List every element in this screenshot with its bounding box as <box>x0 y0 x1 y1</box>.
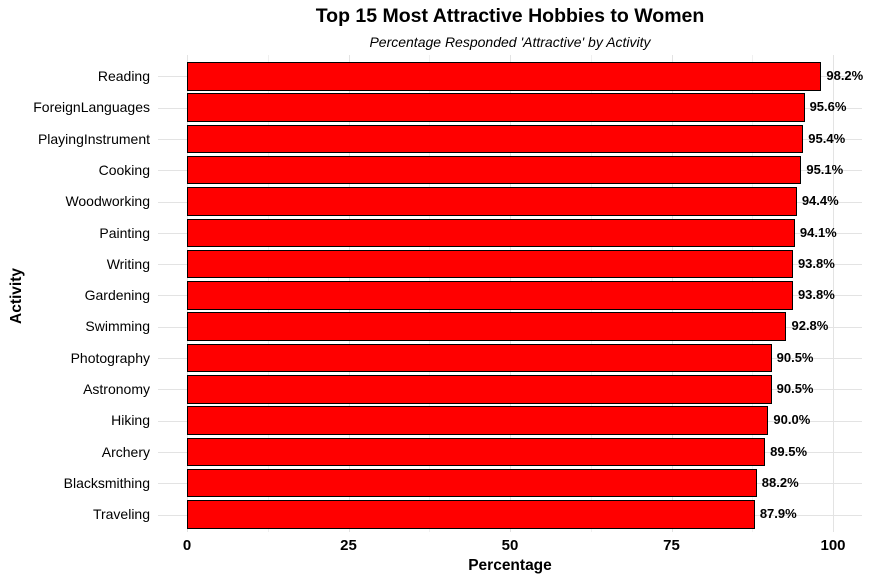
bar <box>187 312 787 341</box>
bar-value-label: 90.5% <box>776 381 814 396</box>
chart-title: Top 15 Most Attractive Hobbies to Women <box>315 5 705 27</box>
bar-value-label: 98.2% <box>826 68 864 83</box>
bar <box>187 468 757 498</box>
y-tick-label: Cooking <box>98 161 150 178</box>
x-tick-label: 75 <box>663 537 680 554</box>
bar-value-label: 89.5% <box>770 443 808 459</box>
bar-value-label: 94.4% <box>801 193 839 209</box>
bar-value-label: 92.8% <box>791 318 829 334</box>
bar <box>187 281 793 310</box>
bar <box>187 187 797 216</box>
x-tick-label: 50 <box>501 537 519 554</box>
bar-value-label: 90.5% <box>776 349 814 365</box>
y-tick-label: Painting <box>99 224 150 241</box>
y-tick-label: Photography <box>70 349 150 366</box>
bar-value-label: 87.9% <box>759 506 797 522</box>
bar-value-label: 95.4% <box>808 130 846 146</box>
bar <box>187 62 822 91</box>
y-tick-label: Archery <box>101 443 150 460</box>
y-tick-label: Woodworking <box>65 193 150 210</box>
bar-value-label: 94.1% <box>799 224 837 240</box>
y-tick-label: Gardening <box>84 287 150 304</box>
gridline-vertical-major <box>833 55 834 532</box>
y-tick-label: Blacksmithing <box>63 474 150 491</box>
bar-value-label: 95.1% <box>806 161 844 177</box>
bar <box>187 218 795 248</box>
y-tick-label: Reading <box>97 68 150 84</box>
x-axis-title: Percentage <box>468 557 552 574</box>
y-tick-label: ForeignLanguages <box>33 99 150 116</box>
x-tick-label: 0 <box>182 537 192 554</box>
bar-value-label: 95.6% <box>809 99 847 115</box>
y-tick-label: PlayingInstrument <box>37 130 150 147</box>
bar-value-label: 93.8% <box>797 287 835 303</box>
bar <box>187 249 793 279</box>
bar <box>187 406 769 435</box>
x-tick-label: 100 <box>820 537 846 554</box>
y-tick-label: Astronomy <box>83 381 150 397</box>
bar <box>187 93 805 122</box>
x-tick-label: 25 <box>340 537 357 554</box>
y-tick-label: Swimming <box>85 318 150 335</box>
bar <box>187 124 804 154</box>
bar <box>187 155 802 185</box>
y-tick-label: Writing <box>106 255 150 272</box>
chart-subtitle: Percentage Responded 'Attractive' by Act… <box>369 34 651 50</box>
bar-value-label: 93.8% <box>797 255 835 271</box>
bar-value-label: 88.2% <box>761 474 799 490</box>
bar <box>187 375 772 404</box>
y-tick-label: Hiking <box>111 412 150 429</box>
bar <box>187 343 772 373</box>
bar-value-label: 90.0% <box>773 412 811 428</box>
y-tick-label: Traveling <box>92 506 150 523</box>
bar <box>187 500 755 529</box>
bar <box>187 437 766 467</box>
